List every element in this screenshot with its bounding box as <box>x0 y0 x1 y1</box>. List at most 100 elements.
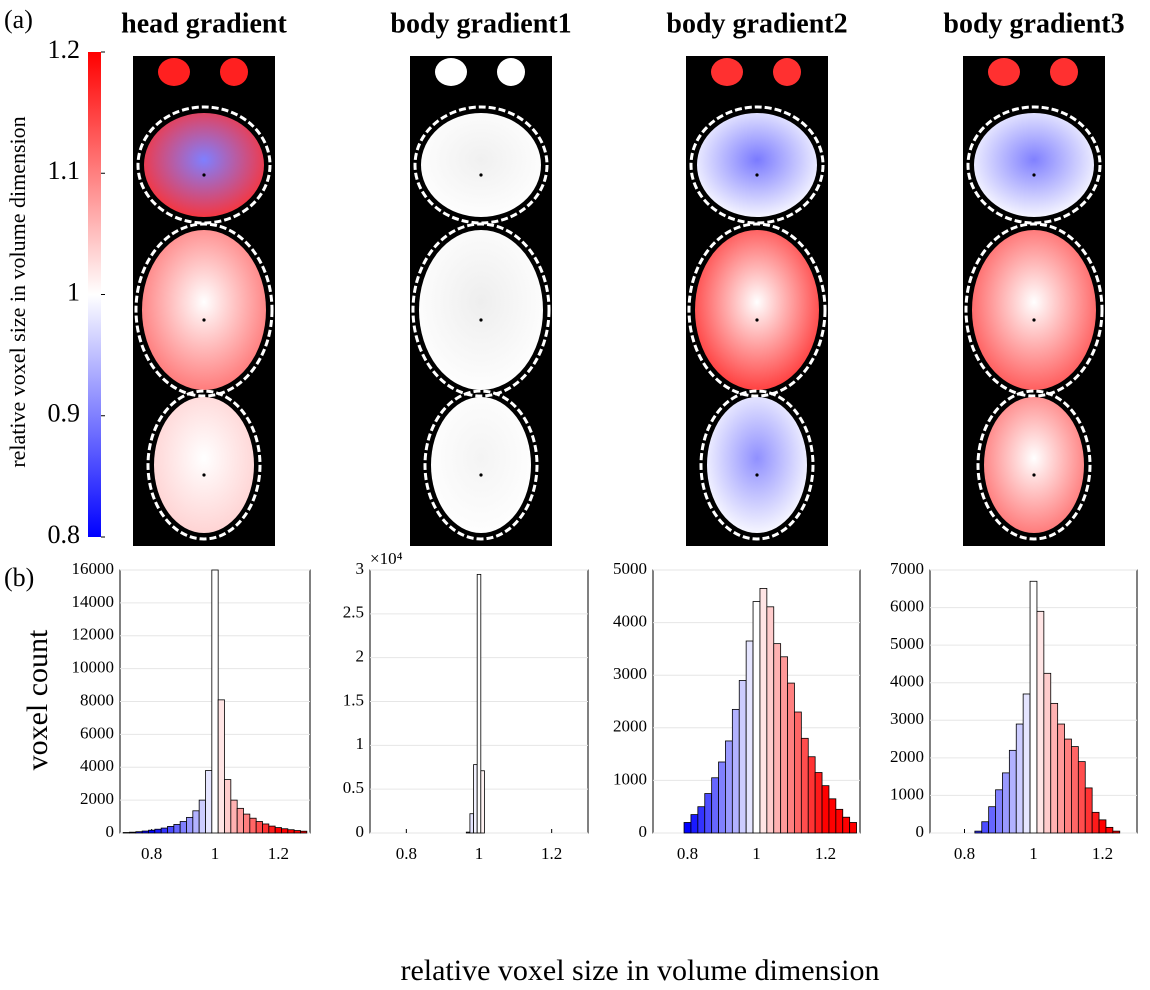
histogram-bar <box>269 826 275 833</box>
histogram-bar <box>1009 750 1016 833</box>
histogram-bar <box>237 808 243 833</box>
panel-label: (b) <box>4 563 34 592</box>
chart-title: body gradient1 <box>390 8 571 39</box>
image-dot <box>1032 318 1035 321</box>
histogram-bar <box>1051 703 1058 833</box>
histogram-bar <box>982 822 989 833</box>
image-region <box>431 397 531 533</box>
image-region <box>142 230 266 390</box>
image-region <box>984 397 1084 533</box>
image-region <box>972 230 1096 390</box>
image-dot <box>755 173 758 176</box>
image-region <box>154 397 254 533</box>
x-tick-label: 0.8 <box>141 844 162 863</box>
histogram-bar <box>788 683 795 833</box>
y-tick-label: 0 <box>356 822 365 841</box>
histogram-bar <box>168 826 174 833</box>
image-dot <box>1032 473 1035 476</box>
image-dot <box>202 318 205 321</box>
y-tick-label: 2000 <box>80 789 114 808</box>
y-tick-label: 4000 <box>890 672 924 691</box>
x-tick-label: 1 <box>752 844 761 863</box>
histogram-bar <box>801 738 808 833</box>
y-axis-label: voxel count <box>21 629 54 770</box>
histogram-bar <box>282 829 288 833</box>
figure: (a) (b) voxel count relative voxel size … <box>0 0 1150 990</box>
histogram-bar <box>698 807 705 833</box>
histogram-bar <box>1071 747 1078 833</box>
histogram-bar <box>161 828 167 833</box>
image-dot <box>202 473 205 476</box>
histogram-bar <box>753 602 760 833</box>
y-tick-label: 0 <box>639 822 648 841</box>
y-tick-label: 1000 <box>890 784 924 803</box>
histogram-bar <box>288 830 294 833</box>
y-tick-label: 4000 <box>613 612 647 631</box>
y-tick-label: 3 <box>356 559 365 578</box>
image-dot <box>755 318 758 321</box>
mri-image <box>686 56 828 546</box>
histogram-bar <box>836 809 843 833</box>
chart-title: body gradient3 <box>943 8 1124 39</box>
histogram-bar <box>975 831 982 833</box>
histogram-bar <box>691 815 698 833</box>
histogram-bar <box>212 570 218 833</box>
histogram-bar <box>481 771 485 833</box>
histogram-bar <box>746 641 753 833</box>
chart-title: head gradient <box>121 8 287 39</box>
image-dot <box>479 318 482 321</box>
y-tick-label: 3000 <box>613 664 647 683</box>
x-tick-label: 1 <box>211 844 220 863</box>
histogram-bar <box>174 824 180 833</box>
histogram-bar <box>794 712 801 833</box>
x-tick-label: 0.8 <box>954 844 975 863</box>
image-blob <box>773 58 801 86</box>
colorbar-tick-label: 0.8 <box>48 520 81 549</box>
histogram-bar <box>180 821 186 833</box>
histogram-bar <box>843 817 850 833</box>
image-region <box>707 397 807 533</box>
y-tick-label: 1000 <box>613 769 647 788</box>
y-tick-label: 0.5 <box>343 778 364 797</box>
histogram-bar <box>822 786 829 833</box>
x-tick-label: 1.2 <box>541 844 562 863</box>
histogram-bar <box>225 780 231 833</box>
y-tick-label: 1 <box>356 734 365 753</box>
image-region <box>144 113 264 217</box>
y-tick-label: 8000 <box>80 690 114 709</box>
y-tick-label: 3000 <box>890 709 924 728</box>
y-tick-label: 2000 <box>890 747 924 766</box>
mri-image <box>963 56 1105 546</box>
histogram-bar <box>732 709 739 833</box>
histogram-bar <box>250 818 256 833</box>
y-tick-label: 7000 <box>890 559 924 578</box>
chart-title: body gradient2 <box>666 8 847 39</box>
histogram-bar <box>767 607 774 833</box>
histogram-bar <box>1065 739 1072 833</box>
image-blob <box>1050 58 1078 86</box>
histogram-bar <box>1030 581 1037 833</box>
image-blob <box>158 58 190 86</box>
histogram-bar <box>725 741 732 833</box>
histogram-bar <box>1078 762 1085 833</box>
histogram-bar <box>231 800 237 833</box>
y-tick-label: 12000 <box>72 625 115 644</box>
histogram-bar <box>142 831 148 833</box>
image-dot <box>479 173 482 176</box>
x-tick-label: 1.2 <box>268 844 289 863</box>
histogram-bar <box>149 830 155 833</box>
histogram-bar <box>199 800 205 833</box>
histogram-bar <box>739 680 746 833</box>
colorbar-tick-label: 1 <box>67 277 80 306</box>
image-blob <box>711 58 743 86</box>
mri-image <box>410 56 552 546</box>
histogram-bar <box>808 757 815 833</box>
histogram-bar <box>1023 694 1030 833</box>
histogram-bar <box>130 832 136 833</box>
histogram-bar <box>719 762 726 833</box>
x-tick-label: 1.2 <box>815 844 836 863</box>
histogram-bar <box>470 814 474 833</box>
histogram-bar <box>244 814 250 833</box>
histogram-bar <box>1092 812 1099 833</box>
histogram-bar <box>1085 788 1092 833</box>
